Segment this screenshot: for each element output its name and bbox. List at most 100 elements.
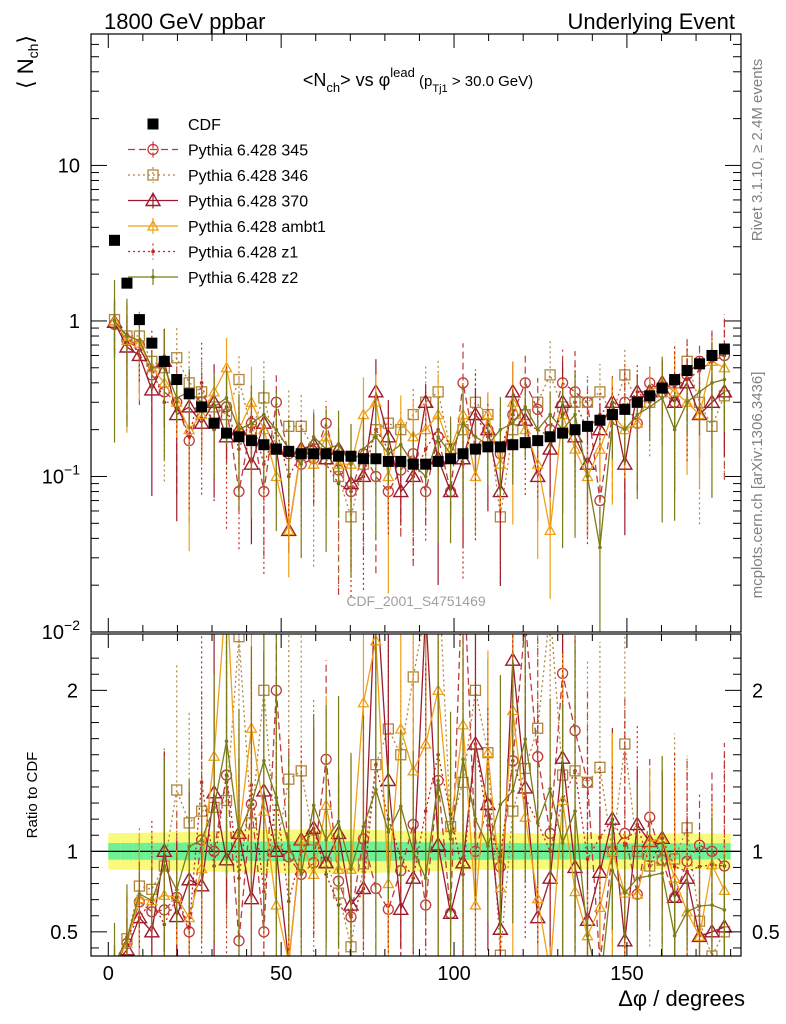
series-0-point [308, 448, 320, 460]
series-6-ratio-point [722, 908, 727, 912]
series-6-ratio-point [361, 824, 366, 829]
ratio-y-tick-label-right: 2 [752, 680, 763, 702]
series-2-ratio-point [233, 634, 245, 643]
series-0-point [445, 453, 457, 465]
series-0-point [333, 450, 345, 462]
ratio-y-tick-label-right: 0.5 [752, 922, 780, 944]
series-0-point [532, 435, 544, 447]
series-6-point [697, 390, 702, 394]
series-0-point [594, 414, 606, 426]
series-3-point [392, 483, 410, 498]
series-1-line [113, 324, 725, 501]
series-5-ratio-point [685, 869, 689, 874]
series-6-ratio-point [548, 786, 552, 791]
series-2-ratio-point [545, 605, 555, 615]
series-3-ratio-line [120, 634, 725, 956]
series-2-point [544, 369, 556, 381]
series-6-point [174, 396, 179, 400]
series-6-point [212, 405, 216, 409]
series-6-ratio-point [187, 844, 191, 849]
series-0-point [420, 458, 432, 470]
series-6-ratio-point [498, 802, 503, 807]
series-6-ratio-point [286, 843, 291, 848]
series-6-ratio-point [585, 933, 590, 938]
series-6-point [423, 474, 428, 479]
chart-title: <Nch> vs φlead (pTj1 > 30.0 GeV) [303, 65, 533, 95]
series-6-point [436, 434, 440, 439]
series-1-ratio-point [595, 958, 605, 968]
series-6-ratio-point [299, 872, 304, 877]
ratio-y-tick-label-left: 2 [67, 680, 78, 702]
series-6-ratio-point [685, 909, 689, 914]
series-6-ratio-point [137, 892, 142, 896]
mcplots-label: mcplots.cern.ch [arXiv:1306.3436] [749, 372, 766, 599]
series-4-point [469, 470, 482, 482]
series-0-point [109, 234, 121, 246]
series-6-point [473, 434, 478, 439]
series-6-ratio-point [511, 789, 515, 793]
series-0-point [370, 453, 382, 465]
series-6-point [386, 451, 391, 456]
series-6-ratio-point [398, 804, 403, 809]
legend-label: Pythia 6.428 346 [188, 168, 308, 185]
series-0-point [295, 448, 307, 460]
series-0-point [469, 443, 481, 455]
series-6-ratio-point [212, 805, 216, 810]
series-6-point [125, 334, 129, 338]
series-3-point [143, 381, 161, 396]
series-6-ratio-point [150, 898, 154, 903]
series-6-point [349, 462, 353, 466]
legend-label: Pythia 6.428 ambt1 [188, 219, 326, 236]
series-6-ratio-point [224, 739, 229, 743]
series-6-point [162, 365, 167, 370]
legend-marker [151, 275, 155, 279]
series-0-point [507, 439, 519, 451]
series-6-ratio-point [486, 844, 490, 848]
series-0-point [631, 396, 643, 408]
series-4-point [593, 442, 607, 454]
legend-label: Pythia 6.428 z2 [188, 270, 298, 287]
ratio-data-layer [113, 572, 733, 968]
series-5-ratio-point [585, 857, 590, 861]
series-6-point [660, 396, 664, 400]
series-3-ratio-point [369, 572, 383, 584]
series-3-ratio-point [392, 900, 410, 916]
series-6-ratio-point [610, 868, 615, 873]
x-tick-label: 0 [103, 963, 114, 985]
series-6-point [685, 400, 689, 405]
series-5-ratio-point [423, 809, 428, 813]
series-6-ratio-point [324, 838, 328, 842]
series-6-ratio-point [647, 873, 652, 878]
legend-label: Pythia 6.428 345 [188, 143, 308, 160]
series-1-ratio-point [693, 839, 706, 851]
series-0-point [208, 417, 220, 429]
series-6-ratio-point [523, 737, 528, 741]
series-0-point [681, 365, 693, 377]
legend: CDF Pythia 6.428 345 Pythia 6.428 346 Pythi… [128, 117, 326, 287]
series-4-point [282, 524, 295, 536]
series-6-point [237, 427, 241, 432]
series-6-point [299, 462, 304, 466]
series-0-point [482, 441, 494, 453]
series-6-line [114, 320, 725, 548]
series-6-ratio-point [336, 819, 341, 824]
series-0-point [221, 427, 233, 439]
legend-marker [144, 192, 162, 207]
series-0-point [694, 358, 706, 370]
series-6-ratio-point [560, 841, 565, 845]
series-6-point [573, 412, 577, 417]
series-0-point [146, 337, 158, 349]
ratio-y-axis-label: Ratio to CDF [24, 752, 41, 839]
series-2-point [594, 386, 606, 398]
x-tick-label: 100 [437, 963, 470, 985]
series-6-point [150, 365, 154, 370]
series-6-point [548, 412, 552, 417]
main-panel-frame [90, 33, 742, 633]
legend-marker [147, 118, 159, 130]
series-0-point [283, 445, 295, 457]
legend-marker [146, 219, 160, 231]
ratio-panel-frame [90, 633, 742, 957]
series-6-point [498, 427, 503, 432]
series-6-ratio-point [311, 803, 316, 808]
ratio-y-tick-label-right: 1 [752, 841, 763, 863]
